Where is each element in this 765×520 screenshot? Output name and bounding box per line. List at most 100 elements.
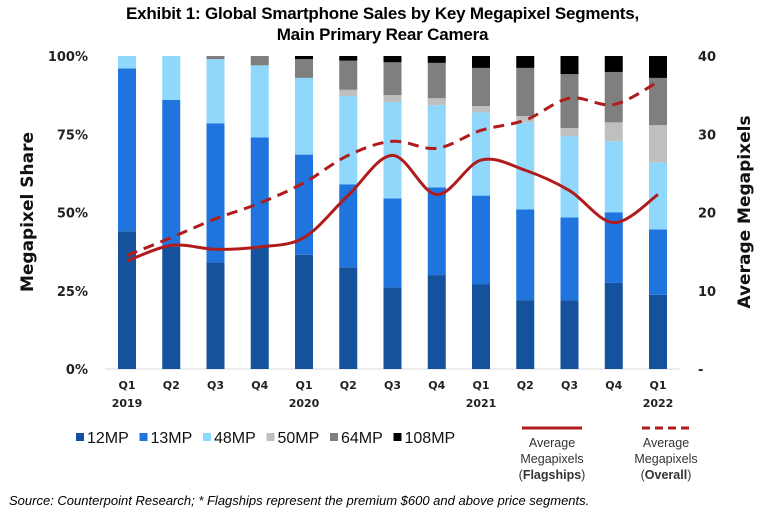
right-tick-label: - <box>698 363 703 378</box>
bar-segment-13mp <box>250 137 269 247</box>
bar-segment-64mp <box>339 60 358 90</box>
x-tick-year: 2022 <box>643 397 674 410</box>
bar-stack <box>383 56 402 369</box>
bar-segment-108mp <box>339 56 358 61</box>
flagship-average-line <box>126 153 659 263</box>
bar-segment-48mp <box>118 56 136 69</box>
legend-swatch <box>139 433 148 441</box>
legend-item-12mp: 12MP <box>76 430 129 447</box>
bar-segment-64mp <box>295 59 313 78</box>
bar-segment-48mp <box>604 141 623 213</box>
bar-segment-50mp <box>560 127 579 137</box>
legend-label: 12MP <box>87 430 129 447</box>
x-tick-quarter: Q1 <box>118 379 135 392</box>
left-tick-label: 25% <box>57 285 88 300</box>
bar-segment-64mp <box>649 77 667 126</box>
x-tick-year: 2021 <box>466 397 497 410</box>
bar-segment-50mp <box>339 89 358 97</box>
bar-segment-48mp <box>472 112 490 196</box>
bar-segment-12mp <box>162 246 181 369</box>
x-tick-quarter: Q1 <box>649 379 666 392</box>
bar-segment-13mp <box>516 209 535 301</box>
bar-segment-108mp <box>383 56 402 63</box>
x-tick-labels: Q1 2019 Q2 Q3 Q4 Q1 2020 Q2 Q3 Q4 Q1 2021 Q2 Q3 Q4 Q1 20… <box>112 379 674 410</box>
bar-stack <box>118 56 136 369</box>
legend-item-50mp: 50MP <box>266 430 319 447</box>
bar-segment-13mp <box>162 99 181 247</box>
left-tick-label: 50% <box>57 207 88 222</box>
x-tick-year: 2020 <box>289 397 320 410</box>
chart-title-line-1: Exhibit 1: Global Smartphone Sales by Ke… <box>125 4 640 23</box>
x-tick-quarter: Q2 <box>163 379 180 392</box>
bar-segment-50mp <box>472 106 490 113</box>
x-tick-quarter: Q4 <box>251 379 268 392</box>
bar-segment-48mp <box>206 59 225 124</box>
bar-stack <box>162 56 181 369</box>
legend-line-label: (Flagships) <box>519 468 586 482</box>
legend-line-label: Megapixels <box>634 452 697 466</box>
x-tick-quarter: Q3 <box>207 379 224 392</box>
x-tick-quarter: Q4 <box>428 379 445 392</box>
right-axis-title: Average Megapixels <box>735 115 755 308</box>
bar-segment-48mp <box>162 56 181 100</box>
chart-title-line-2: Main Primary Rear Camera <box>276 25 489 44</box>
bar-segment-64mp <box>383 62 402 96</box>
bar-segment-13mp <box>206 123 225 263</box>
legend-label: 48MP <box>214 430 256 447</box>
bar-stack <box>295 56 313 369</box>
bar-segment-50mp <box>649 125 667 163</box>
legend-label: 108MP <box>405 430 456 447</box>
bar-segment-48mp <box>339 96 358 185</box>
bar-segment-13mp <box>560 217 579 301</box>
bar-stack <box>339 56 358 369</box>
legend-swatch <box>393 433 402 441</box>
right-tick-label: 20 <box>698 207 716 222</box>
bar-segment-12mp <box>560 300 579 369</box>
bar-segment-50mp <box>604 122 623 142</box>
x-tick-quarter: Q3 <box>561 379 578 392</box>
bar-segment-48mp <box>250 65 269 138</box>
bar-segment-12mp <box>118 231 136 369</box>
bar-stack <box>427 56 446 369</box>
x-tick-quarter: Q2 <box>340 379 357 392</box>
legend-swatch <box>203 433 211 441</box>
x-tick-quarter: Q1 <box>472 379 489 392</box>
bar-stack <box>649 56 667 369</box>
bar-segment-12mp <box>427 275 446 369</box>
bar-segment-12mp <box>383 287 402 369</box>
legend-item-48mp: 48MP <box>203 430 256 447</box>
x-tick-quarter: Q3 <box>384 379 401 392</box>
bar-segment-108mp <box>604 56 623 72</box>
bar-segment-108mp <box>427 56 446 63</box>
legend: 12MP 13MP 48MP 50MP 64MP 108MP <box>76 430 455 447</box>
x-tick-quarter: Q2 <box>517 379 534 392</box>
legend-line-label: (Overall) <box>641 468 692 482</box>
legend-label: 64MP <box>341 430 383 447</box>
bar-segment-48mp <box>516 122 535 210</box>
line-legend: Average Megapixels (Flagships) Average Megap… <box>519 426 698 482</box>
left-y-axis: Megapixel Share <box>18 132 38 292</box>
bar-stack <box>250 56 269 369</box>
bar-segment-108mp <box>649 56 667 78</box>
bar-segment-12mp <box>206 262 225 369</box>
bar-segment-12mp <box>649 294 667 369</box>
right-tick-label: 30 <box>698 128 716 143</box>
legend-item-overall: Average Megapixels (Overall) <box>634 426 698 482</box>
bar-segment-64mp <box>560 74 579 128</box>
lines <box>126 80 659 263</box>
left-tick-label: 75% <box>57 128 88 143</box>
right-tick-label: 10 <box>698 285 716 300</box>
bar-stack <box>604 56 623 369</box>
bar-segment-50mp <box>516 116 535 123</box>
x-tick-quarter: Q4 <box>605 379 622 392</box>
bar-segment-12mp <box>339 267 358 369</box>
bar-segment-13mp <box>472 195 490 285</box>
bar-segment-12mp <box>250 246 269 369</box>
chart-title: Exhibit 1: Global Smartphone Sales by Ke… <box>0 3 765 45</box>
bar-segment-48mp <box>560 136 579 218</box>
legend-label: 13MP <box>151 430 193 447</box>
bar-segment-50mp <box>427 98 446 106</box>
bar-segment-64mp <box>472 67 490 107</box>
bar-segment-48mp <box>295 77 313 155</box>
legend-swatch <box>266 433 275 441</box>
